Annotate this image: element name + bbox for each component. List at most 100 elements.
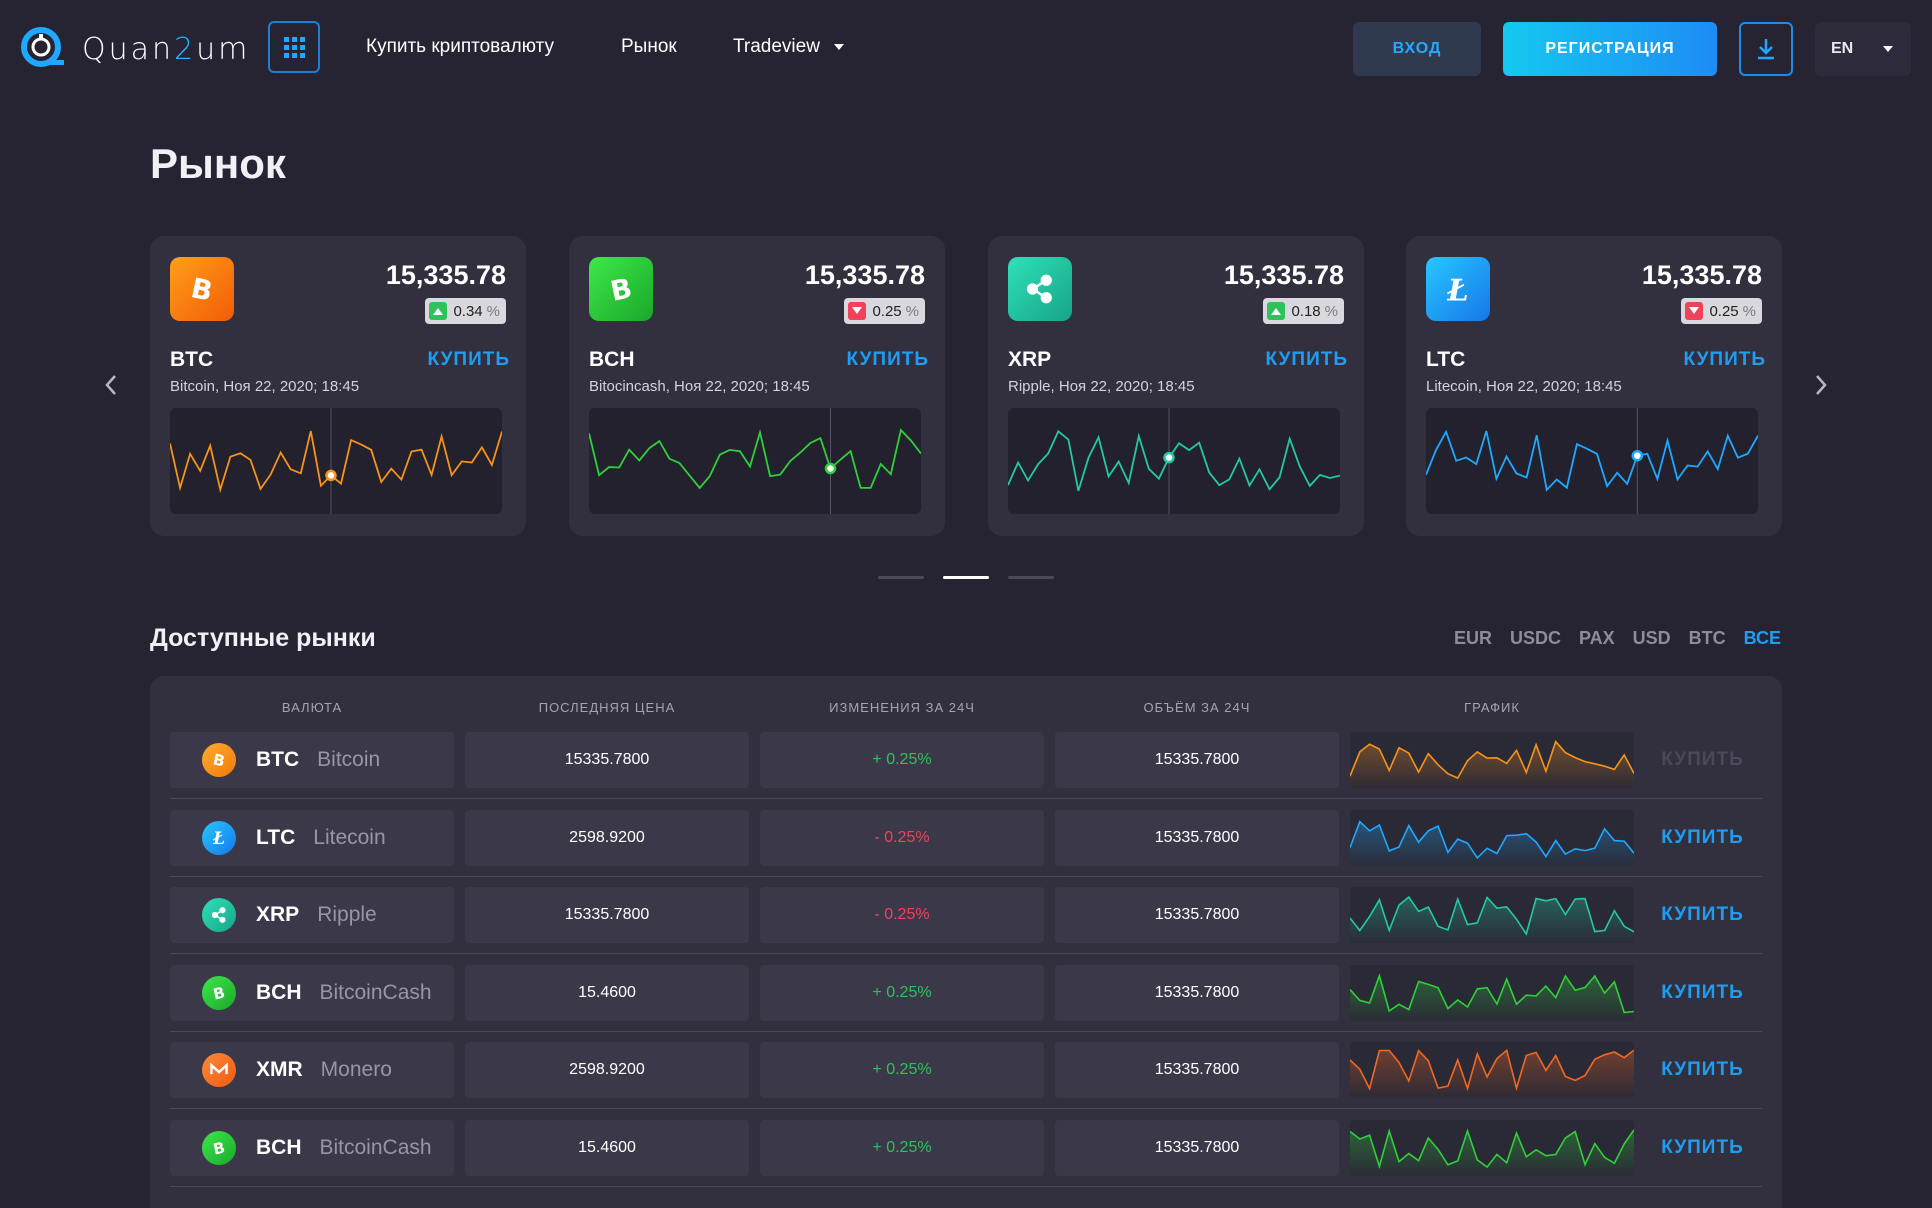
last-price: 15335.7800 <box>465 732 749 788</box>
download-button[interactable] <box>1739 22 1793 76</box>
filter-usdc[interactable]: USDC <box>1509 628 1561 648</box>
change-24h: + 0.25% <box>760 732 1044 788</box>
change-percent-sign: % <box>905 302 919 320</box>
table-row: B BTC Bitcoin 15335.7800 + 0.25% 15335.7800 КУ… <box>170 732 1762 788</box>
row-sparkline <box>1350 809 1634 866</box>
card-sparkline <box>588 408 922 514</box>
currency-cell[interactable]: B BCH BitcoinCash <box>170 1119 454 1176</box>
apps-grid-button[interactable] <box>268 21 320 73</box>
filter-pax[interactable]: PAX <box>1578 628 1615 648</box>
currency-filters: EUR USDC PAX USD BTC ВСЕ <box>1436 628 1781 649</box>
carousel-dot-active[interactable] <box>943 576 989 579</box>
card-buy-link[interactable]: КУПИТЬ <box>1265 349 1348 370</box>
nav-buy-crypto[interactable]: Купить криптовалюту <box>366 36 554 57</box>
ripple-icon <box>202 898 236 932</box>
logo-text: Quan2um <box>82 31 251 67</box>
volume-24h: 15335.7800 <box>1055 809 1339 866</box>
card-sparkline <box>1007 408 1341 514</box>
top-header: Quan2um Купить криптовалюту Рынок Tradev… <box>0 0 1932 98</box>
monero-icon <box>202 1053 236 1087</box>
carousel-dot[interactable] <box>1008 576 1054 579</box>
markets-title: Доступные рынки <box>150 624 376 652</box>
table-row: Ł LTC Litecoin 2598.9200- 0.25% 15335.7800 КУ… <box>170 809 1762 866</box>
filter-все[interactable]: ВСЕ <box>1743 628 1781 648</box>
filter-usd[interactable]: USD <box>1632 628 1671 648</box>
change-24h: + 0.25% <box>760 1119 1044 1176</box>
chevron-down-icon <box>1883 46 1894 52</box>
currency-cell[interactable]: XRP Ripple <box>170 887 454 943</box>
card-price: 15,335.78 <box>1641 260 1762 290</box>
arrow-up-icon <box>1267 302 1286 320</box>
change-percent-sign: % <box>486 302 500 320</box>
register-button[interactable]: РЕГИСТРАЦИЯ <box>1503 22 1717 76</box>
header-currency: ВАЛЮТА <box>281 700 343 715</box>
row-sparkline <box>1350 887 1634 943</box>
card-price: 15,335.78 <box>1223 260 1344 290</box>
carousel-dot[interactable] <box>878 576 924 579</box>
nav-tradeview[interactable]: Tradeview <box>733 36 844 58</box>
nav-tradeview-label: Tradeview <box>733 36 820 57</box>
buy-button[interactable]: КУПИТЬ <box>1661 904 1744 925</box>
chevron-down-icon <box>833 43 844 50</box>
currency-cell[interactable]: B BTC Bitcoin <box>170 732 454 788</box>
buy-button[interactable]: КУПИТЬ <box>1661 826 1744 848</box>
logo[interactable]: Quan2um <box>20 26 260 72</box>
buy-button[interactable]: КУПИТЬ <box>1661 749 1744 770</box>
card-price: 15,335.78 <box>385 260 506 290</box>
volume-24h: 15335.7800 <box>1055 732 1339 788</box>
last-price: 2598.9200 <box>465 809 749 866</box>
card-buy-link[interactable]: КУПИТЬ <box>1683 349 1766 370</box>
last-price: 15.4600 <box>465 1119 749 1176</box>
change-badge: 0.34% <box>425 298 506 324</box>
currency-cell[interactable]: XMR Monero <box>170 1042 454 1098</box>
market-card-bch[interactable]: B 15,335.78 0.25% BCH КУПИТЬ Bitocincash, Ноя… <box>569 236 945 536</box>
card-price: 15,335.78 <box>804 260 925 290</box>
change-24h: + 0.25% <box>760 1042 1044 1098</box>
currency-cell[interactable]: Ł LTC Litecoin <box>170 809 454 866</box>
currency-symbol: XRP <box>256 903 300 926</box>
litecoin-icon: Ł <box>202 820 236 855</box>
svg-text:Ł: Ł <box>1446 273 1468 308</box>
currency-symbol: BCH <box>256 1135 302 1159</box>
nav-market[interactable]: Рынок <box>621 36 677 57</box>
filter-btc[interactable]: BTC <box>1688 628 1726 648</box>
carousel-prev-icon[interactable] <box>100 373 124 397</box>
market-card-ltc[interactable]: Ł 15,335.78 0.25% LTC КУПИТЬ Litecoin, Ноя 22… <box>1406 236 1782 536</box>
row-divider <box>170 953 1762 954</box>
change-badge: 0.25% <box>1681 298 1762 324</box>
change-24h: + 0.25% <box>760 964 1044 1021</box>
arrow-down-icon <box>848 302 867 320</box>
currency-cell[interactable]: B BCH BitcoinCash <box>170 964 454 1021</box>
svg-text:B: B <box>608 272 635 308</box>
currency-name: Monero <box>320 1058 392 1081</box>
arrow-up-icon <box>429 302 448 320</box>
change-value: 0.18 <box>1291 302 1321 320</box>
market-card-btc[interactable]: B 15,335.78 0.34% BTC КУПИТЬ Bitcoin, Ноя 22,… <box>150 236 526 536</box>
svg-text:B: B <box>211 750 226 770</box>
carousel-next-icon[interactable] <box>1808 373 1832 397</box>
filter-eur[interactable]: EUR <box>1453 628 1492 648</box>
change-24h: - 0.25% <box>760 887 1044 943</box>
row-divider <box>170 1030 1762 1032</box>
buy-button[interactable]: КУПИТЬ <box>1661 1059 1744 1080</box>
ripple-icon <box>1008 257 1072 321</box>
buy-button[interactable]: КУПИТЬ <box>1661 981 1744 1003</box>
change-value: 0.34 <box>453 302 483 320</box>
card-buy-link[interactable]: КУПИТЬ <box>846 349 929 370</box>
card-sparkline <box>169 408 503 514</box>
language-select[interactable]: EN <box>1815 22 1911 76</box>
change-badge: 0.25% <box>844 298 925 324</box>
buy-button[interactable]: КУПИТЬ <box>1661 1136 1744 1158</box>
download-icon <box>1758 39 1774 60</box>
row-sparkline <box>1350 1119 1634 1176</box>
card-subtitle: Bitocincash, Ноя 22, 2020; 18:45 <box>589 378 810 395</box>
currency-name: Bitcoin <box>317 748 381 771</box>
card-buy-link[interactable]: КУПИТЬ <box>427 349 510 370</box>
bitcoincash-icon: B <box>202 1130 236 1165</box>
volume-24h: 15335.7800 <box>1055 887 1339 943</box>
row-divider <box>170 1185 1762 1187</box>
login-button[interactable]: ВХОД <box>1353 22 1481 76</box>
market-card-xrp[interactable]: 15,335.78 0.18% XRP КУПИТЬ Ripple, Ноя 22, 2… <box>988 236 1364 536</box>
card-symbol: BCH <box>589 348 635 371</box>
last-price: 15.4600 <box>465 964 749 1021</box>
